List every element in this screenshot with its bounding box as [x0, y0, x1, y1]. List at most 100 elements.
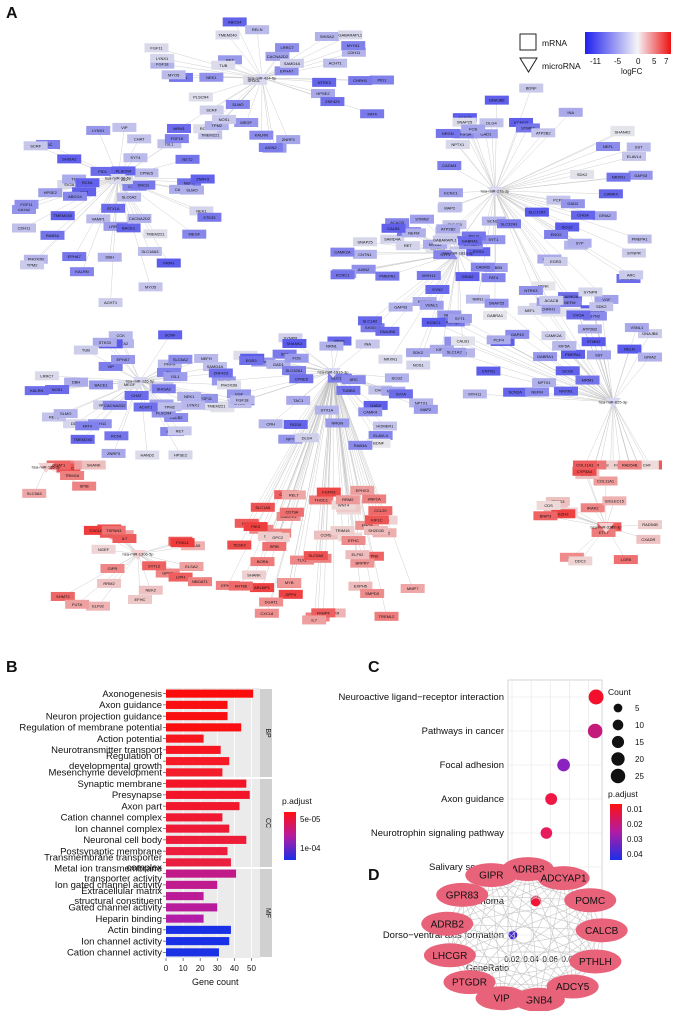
- gene-node: SDK2: [570, 169, 595, 179]
- svg-text:SAMD4A: SAMD4A: [284, 61, 301, 66]
- gene-node: MYO5: [138, 282, 163, 292]
- gene-node: SYT1: [447, 313, 472, 323]
- gene-node: NEFM: [557, 298, 582, 308]
- logfc-tick: -5: [614, 57, 622, 66]
- svg-text:DNAJB6: DNAJB6: [642, 331, 658, 336]
- svg-text:KIF5A: KIF5A: [559, 344, 570, 349]
- svg-text:SAMD4A: SAMD4A: [384, 237, 401, 242]
- svg-text:DBH: DBH: [106, 255, 115, 260]
- size-legend-label: 20: [635, 755, 644, 764]
- svg-text:MAP2: MAP2: [444, 205, 456, 210]
- gene-node: DPP4: [278, 589, 303, 599]
- gene-node: CHAT: [124, 390, 149, 400]
- category-label: Ion channel complex: [75, 824, 162, 835]
- gene-node: ACHT1: [323, 58, 348, 68]
- gene-node: KCNC1: [421, 317, 446, 327]
- svg-text:STMN2: STMN2: [521, 125, 535, 130]
- gene-node: SDK2: [405, 348, 430, 358]
- gene-node: TREML2: [374, 611, 399, 621]
- svg-text:RET: RET: [176, 428, 185, 433]
- svg-text:NOS1: NOS1: [52, 387, 64, 392]
- facet-strip: [260, 869, 272, 957]
- svg-text:RCN1: RCN1: [111, 433, 123, 438]
- gene-node: RET2: [175, 154, 200, 164]
- svg-text:SDK2: SDK2: [577, 172, 588, 177]
- gene-node: SLMO: [225, 99, 250, 109]
- svg-text:ZNRF3: ZNRF3: [282, 137, 296, 142]
- svg-text:hsa-miR-1915-3p: hsa-miR-1915-3p: [318, 370, 350, 375]
- svg-text:SLC17A7: SLC17A7: [331, 376, 349, 381]
- svg-text:NRGN: NRGN: [442, 131, 454, 136]
- svg-text:ABCG4: ABCG4: [68, 194, 82, 199]
- svg-text:EPHB2: EPHB2: [221, 583, 235, 588]
- gene-node: LRRC7: [275, 43, 300, 53]
- gene-node: MYH11: [341, 41, 366, 51]
- size-legend-dot: [611, 735, 625, 749]
- svg-text:TMEM221: TMEM221: [207, 403, 226, 408]
- color-legend-tick: 5e-05: [300, 815, 321, 824]
- size-legend-dot: [613, 703, 623, 713]
- gene-node: CHRH1: [536, 304, 561, 314]
- mirna-node: hsa-miR-625-3p: [599, 398, 628, 408]
- gene-node: SLC17A7: [524, 207, 549, 217]
- svg-text:COL11A1: COL11A1: [597, 478, 615, 483]
- ppi-node: ADRB2: [421, 911, 474, 936]
- svg-text:TUB: TUB: [219, 63, 227, 68]
- svg-text:ARL6IP1: ARL6IP1: [254, 585, 271, 590]
- gene-node: TUB: [73, 345, 98, 355]
- gene-node: NEK2: [138, 585, 163, 595]
- svg-text:LGR5: LGR5: [621, 557, 632, 562]
- svg-text:EZH2: EZH2: [558, 511, 569, 516]
- logfc-colorbar: [585, 32, 671, 54]
- svg-text:FGF11: FGF11: [200, 396, 213, 401]
- gene-node: TMEM240: [50, 211, 75, 221]
- gene-node: NRN1: [465, 294, 490, 304]
- svg-text:PTPN6: PTPN6: [365, 554, 379, 559]
- gene-node: EGR3: [543, 256, 568, 266]
- size-legend-title: Count: [608, 687, 631, 697]
- svg-text:RAD54B: RAD54B: [642, 522, 658, 527]
- panel-label-b: B: [6, 659, 18, 676]
- gene-node: ACHT1: [133, 402, 158, 412]
- x-tick-label: 50: [247, 964, 256, 973]
- bar: [166, 734, 204, 743]
- gene-node: SH3GL2: [243, 75, 268, 85]
- gene-node: FGF18: [164, 134, 189, 144]
- svg-text:FOS: FOS: [293, 356, 302, 361]
- gene-node: LRRC7: [34, 371, 59, 381]
- svg-text:GPC2: GPC2: [162, 571, 174, 576]
- gene-node: SYT1: [433, 250, 458, 260]
- svg-text:ADRB2: ADRB2: [431, 919, 465, 930]
- facet-strip: [260, 689, 272, 777]
- gene-node: RCN1: [75, 178, 100, 188]
- svg-text:INA: INA: [364, 341, 371, 346]
- gene-node: ACACB: [385, 218, 410, 228]
- gene-node: VSNL1: [624, 323, 649, 333]
- dot: [557, 758, 570, 772]
- gene-node: ENO2: [544, 229, 569, 239]
- svg-text:BACE1: BACE1: [122, 225, 136, 230]
- gene-node: STMN2: [409, 214, 434, 224]
- gene-node: FAT4: [75, 421, 100, 431]
- svg-text:TPM2: TPM2: [27, 262, 38, 267]
- svg-text:RRM2: RRM2: [342, 497, 354, 502]
- gene-node: MYO5: [161, 70, 186, 80]
- gene-node: ATP2B2: [577, 324, 602, 334]
- gene-node: MAP2: [437, 203, 462, 213]
- gene-node: SCRF: [158, 330, 183, 340]
- svg-text:CAMK2A: CAMK2A: [334, 250, 351, 255]
- gene-node: RET: [218, 55, 243, 65]
- bar: [166, 745, 221, 754]
- gene-node: FAT4: [481, 273, 506, 283]
- category-label: Axonogenesis: [102, 689, 162, 700]
- svg-text:SYNPR: SYNPR: [584, 289, 598, 294]
- svg-text:SCG2: SCG2: [391, 375, 403, 380]
- svg-text:RET: RET: [226, 57, 235, 62]
- category-label: Salivary secretion: [429, 862, 504, 873]
- svg-text:RELN: RELN: [624, 347, 635, 352]
- svg-text:TREML2: TREML2: [379, 614, 396, 619]
- gene-node: STK33: [92, 337, 117, 347]
- gene-node: FGF18: [150, 59, 175, 69]
- svg-text:ETV7: ETV7: [599, 530, 610, 535]
- gene-node: HNF1A: [362, 494, 387, 504]
